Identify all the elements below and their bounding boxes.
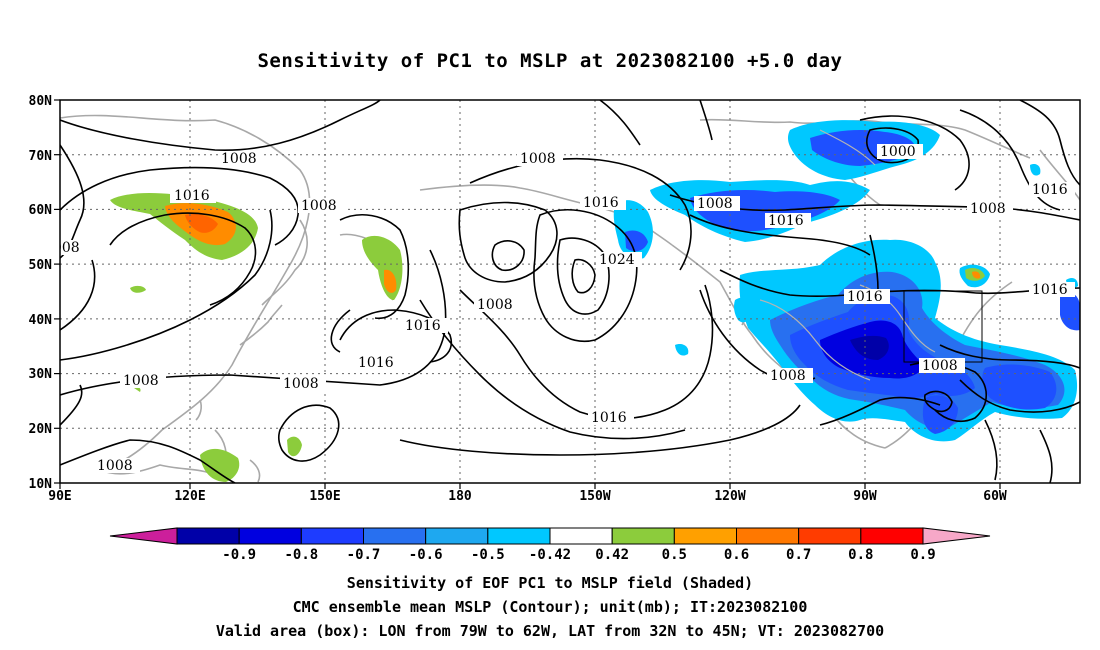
- contour-label: 1016: [768, 213, 804, 229]
- contour-label: 1008: [520, 151, 556, 167]
- contour-label: 1008: [97, 458, 133, 474]
- colorbar-swatch: [300, 527, 365, 545]
- lat-label: 70N: [29, 149, 53, 164]
- lat-label: 10N: [29, 477, 53, 492]
- shade-orange-labrador: [972, 271, 981, 279]
- lon-label: 60W: [983, 489, 1007, 504]
- contour-label: 1008: [770, 368, 806, 384]
- colorbar-tick-label: -0.6: [409, 547, 443, 563]
- colorbar-swatch: [176, 527, 240, 545]
- longitude-labels: 90E 120E 150E 180 150W 120W 90W 60W: [48, 489, 1007, 504]
- lon-label: 120E: [174, 489, 205, 504]
- latitude-labels: 80N 70N 60N 50N 40N 30N 20N 10N: [29, 94, 53, 492]
- contour-label: 1016: [358, 355, 394, 371]
- contour-label: 1016: [583, 195, 619, 211]
- shade-green-south: [200, 448, 240, 482]
- colorbar-swatch: [798, 527, 862, 545]
- lon-label: 90E: [48, 489, 71, 504]
- caption-line-1: Sensitivity of EOF PC1 to MSLP field (Sh…: [346, 574, 754, 592]
- contour-label: 1008: [697, 196, 733, 212]
- colorbar-tick-label: -0.8: [284, 547, 318, 563]
- shade-cyan-greenland-e: [1030, 164, 1041, 176]
- lon-label: 180: [448, 489, 472, 504]
- shade-cyan-west: [734, 297, 754, 323]
- axis-ticks: [54, 99, 1001, 489]
- lat-label: 40N: [29, 313, 53, 328]
- contour-label: 1016: [1032, 182, 1068, 198]
- shade-green-small1: [130, 285, 146, 293]
- shade-blue-east-edge: [1060, 292, 1080, 331]
- lat-label: 30N: [29, 367, 53, 382]
- contour-label: 1008: [477, 297, 513, 313]
- colorbar-swatch: [736, 527, 800, 545]
- colorbar-tick-label: -0.9: [222, 547, 256, 563]
- contour-label: 1024: [599, 252, 635, 268]
- contour-label: 1016: [405, 318, 441, 334]
- colorbar-tick-label: 0.42: [595, 547, 629, 563]
- lon-label: 120W: [714, 489, 745, 504]
- colorbar-tick-label: -0.5: [471, 547, 505, 563]
- contour-label: 1008: [123, 373, 159, 389]
- contour-label: 1016: [174, 188, 210, 204]
- contour-label: 1008: [301, 198, 337, 214]
- contour-label: 1008: [970, 201, 1006, 217]
- lon-label: 90W: [853, 489, 877, 504]
- colorbar-swatch: [363, 527, 427, 545]
- plot-frame: [59, 99, 1081, 484]
- lat-label: 50N: [29, 258, 53, 273]
- contour-label: 1000: [880, 144, 916, 160]
- lat-label: 60N: [29, 203, 53, 218]
- contour-label: 1008: [221, 151, 257, 167]
- chart-title: Sensitivity of PC1 to MSLP at 2023082100…: [257, 50, 843, 72]
- shade-cyan-pacific: [675, 344, 689, 356]
- shade-blue-alaska: [625, 230, 648, 252]
- colorbar-swatch: [673, 527, 737, 545]
- colorbar-arrow-low: [109, 527, 178, 545]
- colorbar: [109, 527, 991, 545]
- colorbar-labels: -0.9 -0.8 -0.7 -0.6 -0.5 -0.42 0.42 0.5 0.6 0.7 0.…: [222, 547, 935, 563]
- contour-label: 1016: [591, 410, 627, 426]
- colorbar-tick-label: 0.9: [910, 547, 935, 563]
- contour-label: 1008: [283, 376, 319, 392]
- colorbar-swatch: [487, 527, 551, 545]
- shade-darkestblue: [850, 335, 889, 360]
- contour-label: 1008: [922, 358, 958, 374]
- lon-label: 150E: [309, 489, 340, 504]
- shade-orange-kamchatka: [384, 269, 397, 293]
- lon-label: 150W: [579, 489, 610, 504]
- lat-label: 80N: [29, 94, 53, 109]
- lat-label: 20N: [29, 422, 53, 437]
- colorbar-tick-label: 0.6: [724, 547, 749, 563]
- shade-blue-atlantic: [982, 364, 1057, 410]
- colorbar-swatch: [611, 527, 675, 545]
- shade-green-island: [287, 436, 302, 457]
- colorbar-swatch: [549, 527, 613, 545]
- colorbar-swatch: [238, 527, 302, 545]
- colorbar-tick-label: -0.7: [347, 547, 381, 563]
- shade-green-small2: [134, 387, 141, 392]
- contour-label: 1016: [1032, 282, 1068, 298]
- colorbar-tick-label: -0.42: [529, 547, 571, 563]
- colorbar-arrow-high: [922, 527, 991, 545]
- colorbar-tick-label: 0.8: [848, 547, 873, 563]
- contour-label: 1016: [847, 289, 883, 305]
- colorbar-tick-label: 0.5: [662, 547, 687, 563]
- contour-label: 1008: [44, 240, 80, 256]
- shade-red-mongolia: [185, 214, 218, 233]
- shade-green-kamchatka: [362, 235, 403, 300]
- caption-line-3: Valid area (box): LON from 79W to 62W, L…: [215, 622, 885, 640]
- caption-line-2: CMC ensemble mean MSLP (Contour); unit(m…: [292, 598, 808, 616]
- contour-labels: 1008 1016 1008 1016 1008 1016 1008 1008 …: [44, 144, 1075, 474]
- colorbar-swatch: [425, 527, 489, 545]
- colorbar-swatch: [860, 527, 924, 545]
- colorbar-tick-label: 0.7: [786, 547, 811, 563]
